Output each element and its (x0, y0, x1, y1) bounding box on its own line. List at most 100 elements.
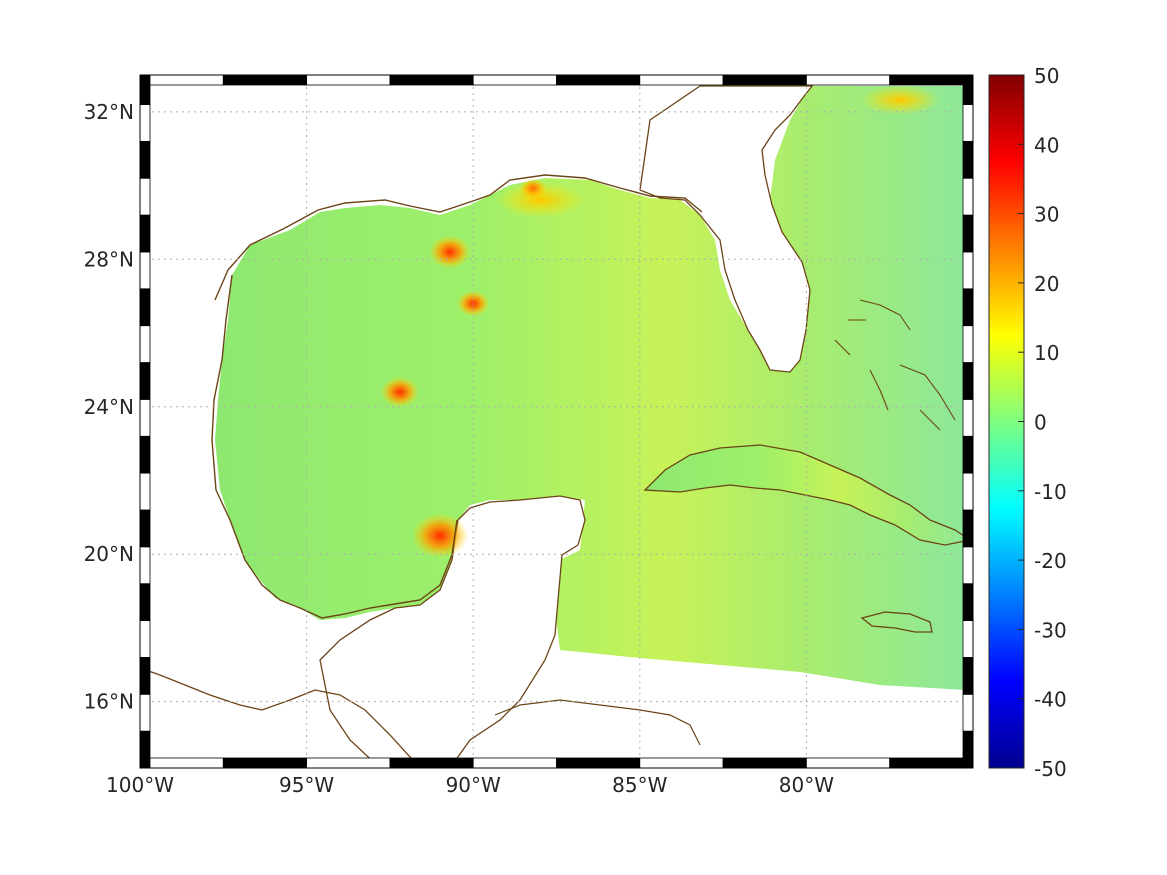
frame-segment-left (139, 325, 151, 363)
frame-segment-right (962, 730, 974, 769)
frame-segment-bottom (722, 757, 807, 769)
frame-segment-left (139, 251, 151, 290)
colorbar-tick-label: 40 (1034, 133, 1059, 157)
frame-segment-top (472, 74, 557, 86)
frame-segment-right (962, 325, 974, 363)
frame-segment-bottom (222, 757, 308, 769)
frame-segment-left (139, 509, 151, 548)
y-tick-label: 32°N (84, 100, 134, 124)
colorbar-tick-label: 10 (1034, 341, 1059, 365)
x-tick-label: 80°W (779, 773, 834, 797)
frame-segment-top (556, 74, 641, 86)
frame-segment-top (306, 74, 391, 86)
frame-segment-left (139, 472, 151, 511)
cuba-land (643, 444, 972, 546)
x-axis-labels: 100°W 95°W 90°W 85°W 80°W (106, 773, 834, 797)
frame-segment-bottom (639, 757, 724, 769)
frame-segment-bottom (389, 757, 474, 769)
frame-segment-top (389, 74, 474, 86)
y-tick-label: 16°N (84, 690, 134, 714)
frame-segment-right (962, 546, 974, 585)
colorbar-tick-label: -20 (1034, 549, 1067, 573)
frame-segment-right (962, 693, 974, 732)
frame-segment-right (962, 74, 974, 105)
frame-segment-right (962, 398, 974, 437)
frame-segment-top (806, 74, 891, 86)
frame-segment-top (139, 74, 224, 86)
colorbar-tick-label: -10 (1034, 480, 1067, 504)
y-tick-label: 20°N (84, 542, 134, 566)
frame-segment-bottom (889, 757, 974, 769)
frame-segment-top (222, 74, 308, 86)
frame-segment-right (962, 362, 974, 400)
colorbar-tick-label: -40 (1034, 688, 1067, 712)
warm-patch-east (860, 85, 940, 115)
frame-segment-right (962, 251, 974, 290)
frame-segment-left (139, 620, 151, 658)
frame-segment-left (139, 730, 151, 769)
central-america-coastline (140, 667, 421, 768)
frame-segment-right (962, 472, 974, 511)
frame-segment-left (139, 74, 151, 105)
colorbar: 50 40 30 20 10 0 -10 -20 -30 -40 -50 (988, 64, 1067, 781)
frame-segment-bottom (806, 757, 891, 769)
frame-segment-left (139, 177, 151, 216)
frame-segment-right (962, 583, 974, 621)
yucatan-land (319, 495, 586, 768)
colorbar-tick-label: -50 (1034, 757, 1067, 781)
colorbar-tick-label: 50 (1034, 64, 1059, 88)
frame-segment-right (962, 620, 974, 658)
frame-segment-bottom (139, 757, 224, 769)
frame-segment-left (139, 435, 151, 474)
frame-segment-left (139, 546, 151, 585)
florida-land (639, 85, 814, 373)
bahamas-islands (834, 299, 956, 431)
frame-segment-bottom (472, 757, 557, 769)
y-tick-label: 24°N (84, 395, 134, 419)
x-tick-label: 90°W (446, 773, 501, 797)
frame-segment-left (139, 657, 151, 695)
frame-segment-right (962, 435, 974, 474)
frame-segment-right (962, 509, 974, 548)
graticule (140, 75, 973, 768)
frame-segment-left (139, 104, 151, 142)
frame-segment-right (962, 177, 974, 216)
frame-segment-left (139, 398, 151, 437)
x-tick-label: 100°W (106, 773, 174, 797)
frame-segment-left (139, 214, 151, 253)
y-tick-label: 28°N (84, 247, 134, 271)
colorbar-tick-label: 20 (1034, 272, 1059, 296)
gulf-coastline (211, 174, 703, 619)
map-area (140, 75, 973, 768)
colorbar-labels: 50 40 30 20 10 0 -10 -20 -30 -40 -50 (1018, 64, 1067, 781)
frame-segment-right (962, 104, 974, 142)
frame-segment-left (139, 140, 151, 179)
warm-patch-north-coast (495, 182, 585, 218)
frame-segment-bottom (556, 757, 641, 769)
frame-segment-left (139, 583, 151, 621)
frame-border (139, 74, 974, 769)
frame-segment-left (139, 362, 151, 400)
frame-segment-top (639, 74, 724, 86)
frame-segment-bottom (306, 757, 391, 769)
colorbar-tick-label: 0 (1034, 411, 1047, 435)
hotspot-central-gulf (380, 376, 420, 408)
gulf-data-field (215, 86, 965, 690)
jamaica-land (860, 611, 933, 633)
colorbar-tick-label: -30 (1034, 618, 1067, 642)
x-tick-label: 85°W (612, 773, 667, 797)
hotspot-mississippi-shelf (428, 235, 471, 269)
frame-segment-right (962, 140, 974, 179)
y-axis-labels: 32°N 28°N 24°N 20°N 16°N (84, 100, 134, 714)
frame-segment-right (962, 657, 974, 695)
honduras-coastline (494, 699, 701, 746)
hotspot-campeche-bank (411, 513, 469, 559)
frame-segment-right (962, 288, 974, 327)
frame-segment-left (139, 288, 151, 327)
frame-segment-right (962, 214, 974, 253)
colorbar-tick-label: 30 (1034, 203, 1059, 227)
map-frame (139, 74, 974, 769)
frame-segment-left (139, 693, 151, 732)
frame-segment-top (889, 74, 974, 86)
frame-segment-top (722, 74, 807, 86)
